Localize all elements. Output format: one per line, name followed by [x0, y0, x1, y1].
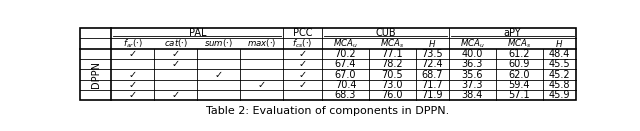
Text: $f_{cs}(\cdot)$: $f_{cs}(\cdot)$ — [292, 37, 313, 50]
Text: 77.1: 77.1 — [381, 49, 403, 59]
Text: 70.5: 70.5 — [381, 70, 403, 80]
Text: 76.0: 76.0 — [381, 90, 403, 100]
Text: 73.5: 73.5 — [422, 49, 444, 59]
Text: 71.9: 71.9 — [422, 90, 443, 100]
Text: ✓: ✓ — [172, 49, 180, 59]
Text: 60.9: 60.9 — [509, 59, 530, 69]
Text: ✓: ✓ — [129, 90, 137, 100]
Text: ✓: ✓ — [129, 80, 137, 90]
Text: ✓: ✓ — [298, 49, 307, 59]
Text: 68.7: 68.7 — [422, 70, 443, 80]
Text: 59.4: 59.4 — [509, 80, 530, 90]
Text: 78.2: 78.2 — [381, 59, 403, 69]
Text: aPY: aPY — [504, 28, 522, 38]
Text: PCC: PCC — [292, 28, 312, 38]
Text: PAL: PAL — [189, 28, 206, 38]
Text: ✓: ✓ — [172, 59, 180, 69]
Text: 37.3: 37.3 — [461, 80, 483, 90]
Text: $MCA_u$: $MCA_u$ — [460, 37, 485, 50]
Text: 70.2: 70.2 — [335, 49, 356, 59]
Text: ✓: ✓ — [172, 90, 180, 100]
Text: $max(\cdot)$: $max(\cdot)$ — [247, 37, 276, 49]
Text: 45.5: 45.5 — [548, 59, 570, 69]
Bar — [80, 28, 576, 100]
Text: 45.9: 45.9 — [548, 90, 570, 100]
Text: 72.4: 72.4 — [422, 59, 444, 69]
Text: $MCA_s$: $MCA_s$ — [507, 37, 532, 50]
Text: 71.7: 71.7 — [422, 80, 444, 90]
Text: 40.0: 40.0 — [462, 49, 483, 59]
Text: ✓: ✓ — [257, 80, 266, 90]
Text: 38.4: 38.4 — [462, 90, 483, 100]
Text: $sum(\cdot)$: $sum(\cdot)$ — [204, 37, 233, 49]
Text: DPPN: DPPN — [91, 61, 100, 88]
Text: 36.3: 36.3 — [462, 59, 483, 69]
Text: 67.4: 67.4 — [335, 59, 356, 69]
Text: Table 2: Evaluation of components in DPPN.: Table 2: Evaluation of components in DPP… — [206, 106, 450, 116]
Text: ✓: ✓ — [129, 49, 137, 59]
Text: 70.4: 70.4 — [335, 80, 356, 90]
Text: ✓: ✓ — [298, 80, 307, 90]
Text: 45.2: 45.2 — [548, 70, 570, 80]
Text: CUB: CUB — [375, 28, 396, 38]
Text: $H$: $H$ — [556, 38, 564, 49]
Text: 62.0: 62.0 — [509, 70, 530, 80]
Text: 73.0: 73.0 — [381, 80, 403, 90]
Text: ✓: ✓ — [129, 70, 137, 80]
Text: 61.2: 61.2 — [509, 49, 530, 59]
Text: 35.6: 35.6 — [461, 70, 483, 80]
Text: 48.4: 48.4 — [548, 49, 570, 59]
Text: $H$: $H$ — [428, 38, 436, 49]
Text: $f_{ar}(\cdot)$: $f_{ar}(\cdot)$ — [123, 37, 143, 50]
Text: ✓: ✓ — [214, 70, 223, 80]
Text: ✓: ✓ — [298, 59, 307, 69]
Text: 45.8: 45.8 — [548, 80, 570, 90]
Text: 68.3: 68.3 — [335, 90, 356, 100]
Text: 57.1: 57.1 — [509, 90, 530, 100]
Text: $cat(\cdot)$: $cat(\cdot)$ — [164, 37, 188, 49]
Text: ✓: ✓ — [298, 70, 307, 80]
Text: $MCA_s$: $MCA_s$ — [380, 37, 404, 50]
Text: $MCA_u$: $MCA_u$ — [333, 37, 358, 50]
Text: 67.0: 67.0 — [335, 70, 356, 80]
